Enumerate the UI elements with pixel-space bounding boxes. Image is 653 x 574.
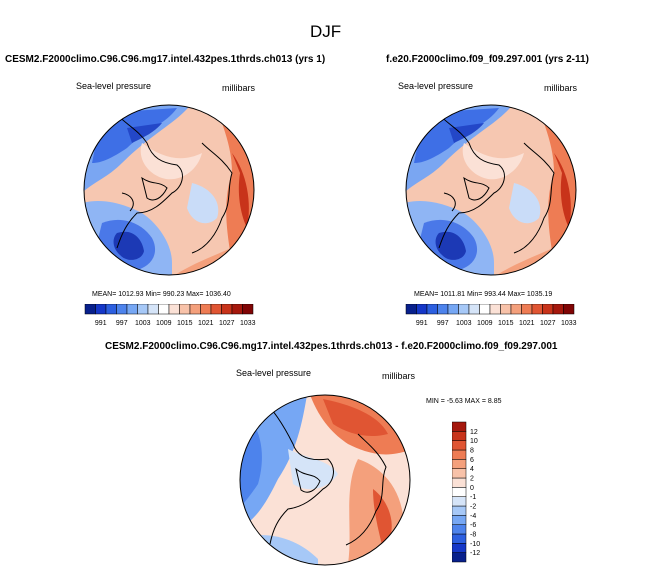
diff-colorbar: 12 10 8 6 4 2 0 -1 -2 -4 -6 -8 -10 -12 [452, 421, 480, 563]
panel1-colorbar-swatch [189, 304, 201, 315]
panel2-colorbar-tick-label: 991 [416, 320, 428, 327]
diff-colorbar-swatch [452, 477, 467, 488]
panel2-colorbar-swatch [405, 304, 417, 315]
panel1-colorbar-swatch [168, 304, 180, 315]
panel1-units-label: millibars [222, 83, 256, 93]
panel2-colorbar-swatch [552, 304, 564, 315]
panel2-colorbar-swatch [510, 304, 522, 315]
panel1-title: CESM2.F2000climo.C96.C96.mg17.intel.432p… [5, 54, 326, 65]
diff-colorbar-tick-label: -2 [470, 504, 476, 511]
panel1-colorbar-swatch [210, 304, 222, 315]
panel1-colorbar-tick-label: 1015 [177, 320, 193, 327]
panel1-colorbar-swatch [179, 304, 191, 315]
diff-colorbar-tick-label: -10 [470, 541, 480, 548]
panel2-stats: MEAN= 1011.81 Min= 993.44 Max= 1035.19 [414, 291, 553, 298]
panel2-colorbar-tick-label: 1027 [540, 320, 556, 327]
diff-colorbar-swatch [452, 543, 467, 553]
diff-colorbar-tick-label: 8 [470, 448, 474, 455]
panel2-colorbar-swatch [531, 304, 543, 315]
panel1-colorbar-tick-label: 1009 [156, 320, 172, 327]
panel1-colorbar-tick-label: 1021 [198, 320, 214, 327]
diff-colorbar-swatch [452, 449, 467, 460]
panel2-colorbar-swatch [479, 304, 491, 315]
diff-colorbar-swatch [452, 515, 467, 525]
panel1-colorbar-swatch [105, 304, 117, 315]
panel2-polar-map [405, 104, 577, 276]
diff-colorbar-tick-label: -12 [470, 550, 480, 557]
panel2-colorbar-tick-label: 1015 [498, 320, 514, 327]
diff-colorbar-swatch [452, 421, 467, 432]
panel1-polar-map [83, 104, 255, 276]
panel2-colorbar-tick-label: 1033 [561, 320, 577, 327]
diff-colorbar-tick-label: -1 [470, 494, 476, 501]
diff-colorbar-swatch [452, 533, 467, 544]
panel2-colorbar-swatch [416, 304, 428, 315]
panel1-colorbar-tick-label: 1027 [219, 320, 235, 327]
panel2-units-label: millibars [544, 83, 578, 93]
panel1-colorbar-tick-label: 997 [116, 320, 128, 327]
panel2-colorbar-swatch [500, 304, 512, 315]
panel2-colorbar-swatch [542, 304, 554, 315]
diff-colorbar-tick-label: -6 [470, 522, 476, 529]
panel2-colorbar: 991 997 1003 1009 1015 1021 1027 1033 [405, 304, 577, 327]
panel1-colorbar-swatch [147, 304, 159, 315]
diff-colorbar-tick-label: 12 [470, 429, 478, 436]
diff-polar-map [239, 394, 411, 566]
diff-colorbar-tick-label: 4 [470, 466, 474, 473]
diff-colorbar-tick-label: 2 [470, 476, 474, 483]
panel1-colorbar-swatch [221, 304, 233, 315]
diff-colorbar-swatch [452, 524, 467, 535]
diff-colorbar-swatch [452, 505, 467, 516]
panel2-variable-label: Sea-level pressure [398, 81, 474, 91]
panel2-colorbar-swatch [447, 304, 459, 315]
panel1-colorbar: 991 997 1003 1009 1015 1021 1027 1033 [84, 304, 256, 327]
panel2-colorbar-swatch [437, 304, 449, 315]
diff-colorbar-swatch [452, 487, 467, 497]
panel1-colorbar-swatch [242, 304, 254, 315]
panel2-colorbar-tick-label: 1021 [519, 320, 535, 327]
panel2-title: f.e20.F2000climo.f09_f09.297.001 (yrs 2-… [386, 54, 589, 65]
panel1-colorbar-tick-label: 1033 [240, 320, 256, 327]
main-title: DJF [310, 22, 342, 41]
diff-variable-label: Sea-level pressure [236, 368, 312, 378]
panel2-colorbar-tick-label: 1009 [477, 320, 493, 327]
panel2-colorbar-swatch [521, 304, 533, 315]
diff-colorbar-tick-label: -4 [470, 513, 476, 520]
diff-units-label: millibars [382, 371, 416, 381]
diff-colorbar-swatch [452, 431, 467, 441]
diff-colorbar-swatch [452, 459, 467, 469]
diff-colorbar-tick-label: 0 [470, 485, 474, 492]
panel1-colorbar-tick-label: 991 [95, 320, 107, 327]
diff-colorbar-swatch [452, 496, 467, 507]
panel1-colorbar-swatch [200, 304, 212, 315]
panel1-colorbar-swatch [95, 304, 107, 315]
panel2-colorbar-swatch [458, 304, 470, 315]
panel1-colorbar-swatch [116, 304, 128, 315]
diff-colorbar-swatch [452, 440, 467, 451]
diff-colorbar-tick-label: 10 [470, 438, 478, 445]
panel1-colorbar-swatch [137, 304, 149, 315]
panel2-colorbar-tick-label: 997 [437, 320, 449, 327]
panel1-colorbar-swatch [158, 304, 170, 315]
panel2-colorbar-swatch [489, 304, 501, 315]
diff-colorbar-tick-label: 6 [470, 457, 474, 464]
panel1-colorbar-swatch [84, 304, 96, 315]
panel1-stats: MEAN= 1012.93 Min= 990.23 Max= 1036.40 [92, 291, 231, 298]
panel2-colorbar-tick-label: 1003 [456, 320, 472, 327]
panel1-colorbar-swatch [126, 304, 138, 315]
diff-colorbar-tick-label: -8 [470, 532, 476, 539]
diff-colorbar-swatch [452, 468, 467, 479]
panel1-colorbar-tick-label: 1003 [135, 320, 151, 327]
panel2-colorbar-swatch [426, 304, 438, 315]
diff-colorbar-swatch [452, 552, 467, 563]
panel1-colorbar-swatch [231, 304, 243, 315]
panel2-colorbar-swatch [563, 304, 575, 315]
diff-minmax: MIN = -5.63 MAX = 8.85 [426, 398, 502, 405]
panel1-variable-label: Sea-level pressure [76, 81, 152, 91]
diff-title: CESM2.F2000climo.C96.C96.mg17.intel.432p… [105, 341, 558, 352]
panel2-colorbar-swatch [468, 304, 480, 315]
